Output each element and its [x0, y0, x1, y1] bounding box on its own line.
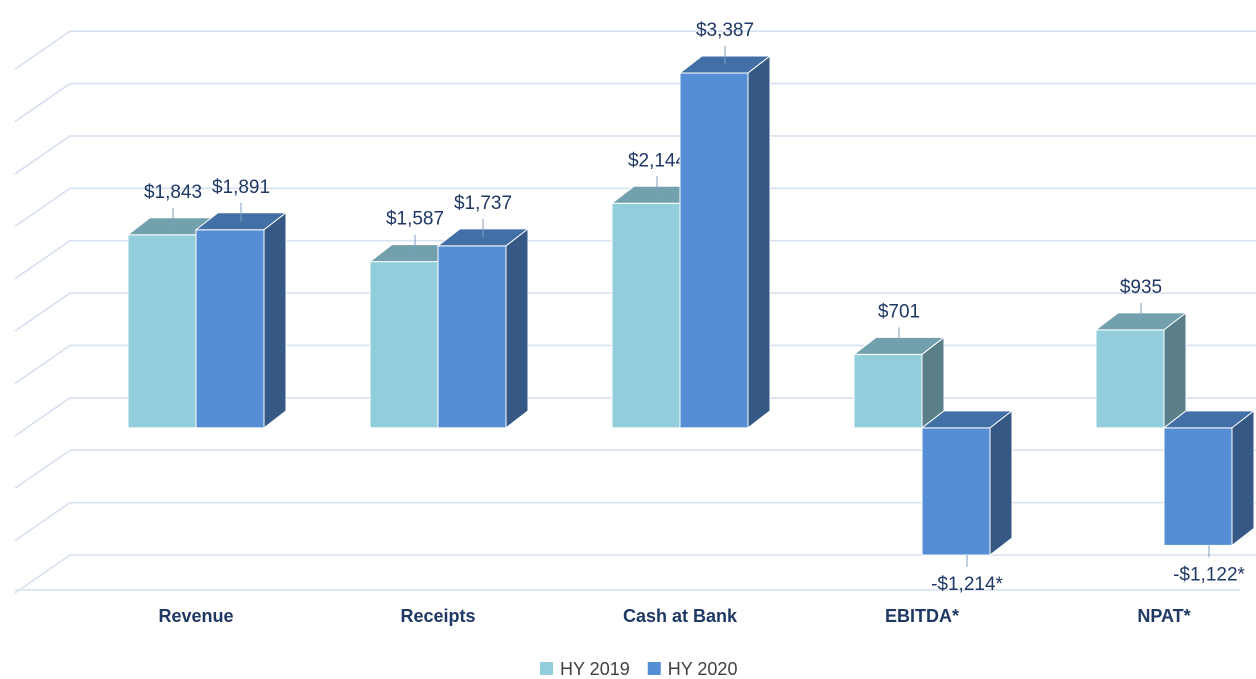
x-tick-label: EBITDA* — [885, 606, 959, 626]
grid-line — [14, 449, 1256, 489]
grid-line — [14, 187, 1256, 227]
bar-side — [1231, 409, 1255, 547]
bar-front — [369, 261, 439, 429]
value-label: $2,144 — [628, 150, 687, 171]
grid-line — [14, 501, 1256, 542]
legend-label: HY 2020 — [668, 659, 738, 679]
bar-side — [989, 409, 1013, 557]
value-label: $701 — [878, 301, 920, 322]
x-tick-label: Receipts — [400, 606, 475, 626]
bar-side — [1163, 311, 1187, 429]
x-tick-label: Revenue — [158, 606, 233, 626]
value-label: $1,843 — [144, 182, 202, 203]
value-label: $1,891 — [212, 177, 270, 198]
value-label: -$1,214* — [931, 574, 1003, 595]
value-label: -$1,122* — [1173, 564, 1245, 585]
grid-line — [14, 30, 1256, 70]
value-label: $1,587 — [386, 209, 444, 230]
bar-front — [679, 72, 749, 429]
legend-swatch — [647, 662, 661, 675]
x-tick-label: NPAT* — [1137, 606, 1190, 626]
grid-line — [14, 135, 1256, 175]
bar-front — [127, 234, 197, 429]
bar-front — [853, 353, 923, 429]
bar-side — [747, 55, 771, 429]
bar-front — [437, 245, 507, 429]
bar-front — [1095, 329, 1165, 429]
grid-line — [14, 292, 1256, 332]
legend-label: HY 2019 — [560, 659, 630, 679]
value-label: $935 — [1120, 277, 1162, 298]
grid-line — [14, 344, 1256, 385]
grid-line — [14, 82, 1256, 123]
value-label: $3,387 — [696, 20, 754, 41]
x-tick-label: Cash at Bank — [623, 606, 738, 626]
bar-front — [611, 202, 681, 429]
bar-front — [195, 229, 265, 429]
legend-swatch — [540, 662, 553, 675]
bar-side — [263, 211, 287, 429]
grid-line — [14, 239, 1256, 280]
bar-front — [1163, 427, 1233, 546]
bar-front — [921, 427, 991, 556]
value-label: $1,737 — [454, 193, 512, 214]
grid-line — [14, 554, 1256, 594]
bar-side — [505, 227, 529, 429]
